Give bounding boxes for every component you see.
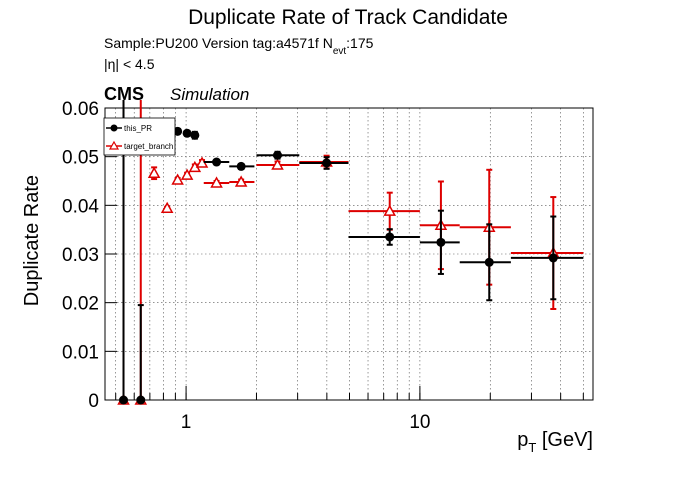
point [484, 257, 494, 267]
y-tick-label: 0.02 [62, 294, 99, 315]
point [147, 166, 161, 178]
point [160, 201, 174, 214]
subtitle-sub: evt [333, 46, 347, 57]
y-tick-label: 0 [88, 391, 99, 412]
point [436, 237, 446, 247]
eta-cut: |η| < 4.5 [104, 56, 155, 72]
chart-title: Duplicate Rate of Track Candidate [188, 6, 508, 29]
legend: this_PR target_branch [103, 117, 176, 156]
point [136, 395, 146, 405]
legend-marker [108, 140, 120, 150]
data-layer [117, 100, 584, 405]
x-label-sub: T [528, 440, 536, 455]
point [385, 232, 395, 242]
x-label-main: p [517, 429, 528, 451]
point [180, 168, 194, 180]
x-axis-label: pT [GeV] [517, 429, 593, 455]
y-tick-label: 0.01 [62, 342, 99, 363]
x-label-tail: [GeV] [536, 429, 593, 451]
point [271, 158, 284, 170]
point [383, 204, 397, 216]
legend-marker [110, 124, 118, 132]
point [322, 158, 332, 168]
point [548, 253, 558, 263]
legend-label: this_PR [124, 124, 152, 133]
point [272, 150, 282, 160]
plot-area: 0 0.01 0.02 0.03 0.04 0.05 0.06 1 10 this_PRtarge… [62, 99, 594, 433]
y-tick-label: 0.05 [62, 148, 99, 169]
legend-label: target_branch [124, 142, 173, 151]
point [182, 128, 192, 138]
subtitle-main: Sample:PU200 Version tag:a4571f N [104, 35, 333, 51]
subtitle-tail: :175 [346, 35, 373, 51]
y-tick-label: 0.03 [62, 245, 99, 266]
x-tick-label: 1 [181, 412, 192, 433]
subtitle: Sample:PU200 Version tag:a4571f Nevt:175 [104, 35, 374, 57]
point [119, 395, 129, 405]
point [171, 173, 184, 185]
y-tick-label: 0.06 [62, 99, 99, 120]
y-tick-label: 0.04 [62, 196, 99, 217]
point [234, 175, 248, 187]
point [212, 157, 222, 167]
x-tick-label: 10 [409, 412, 430, 433]
point [210, 176, 223, 188]
simulation-label: Simulation [170, 85, 249, 104]
point [236, 161, 246, 171]
cms-label: CMS [104, 84, 144, 104]
y-axis-label: Duplicate Rate [21, 175, 43, 306]
point [190, 130, 200, 140]
